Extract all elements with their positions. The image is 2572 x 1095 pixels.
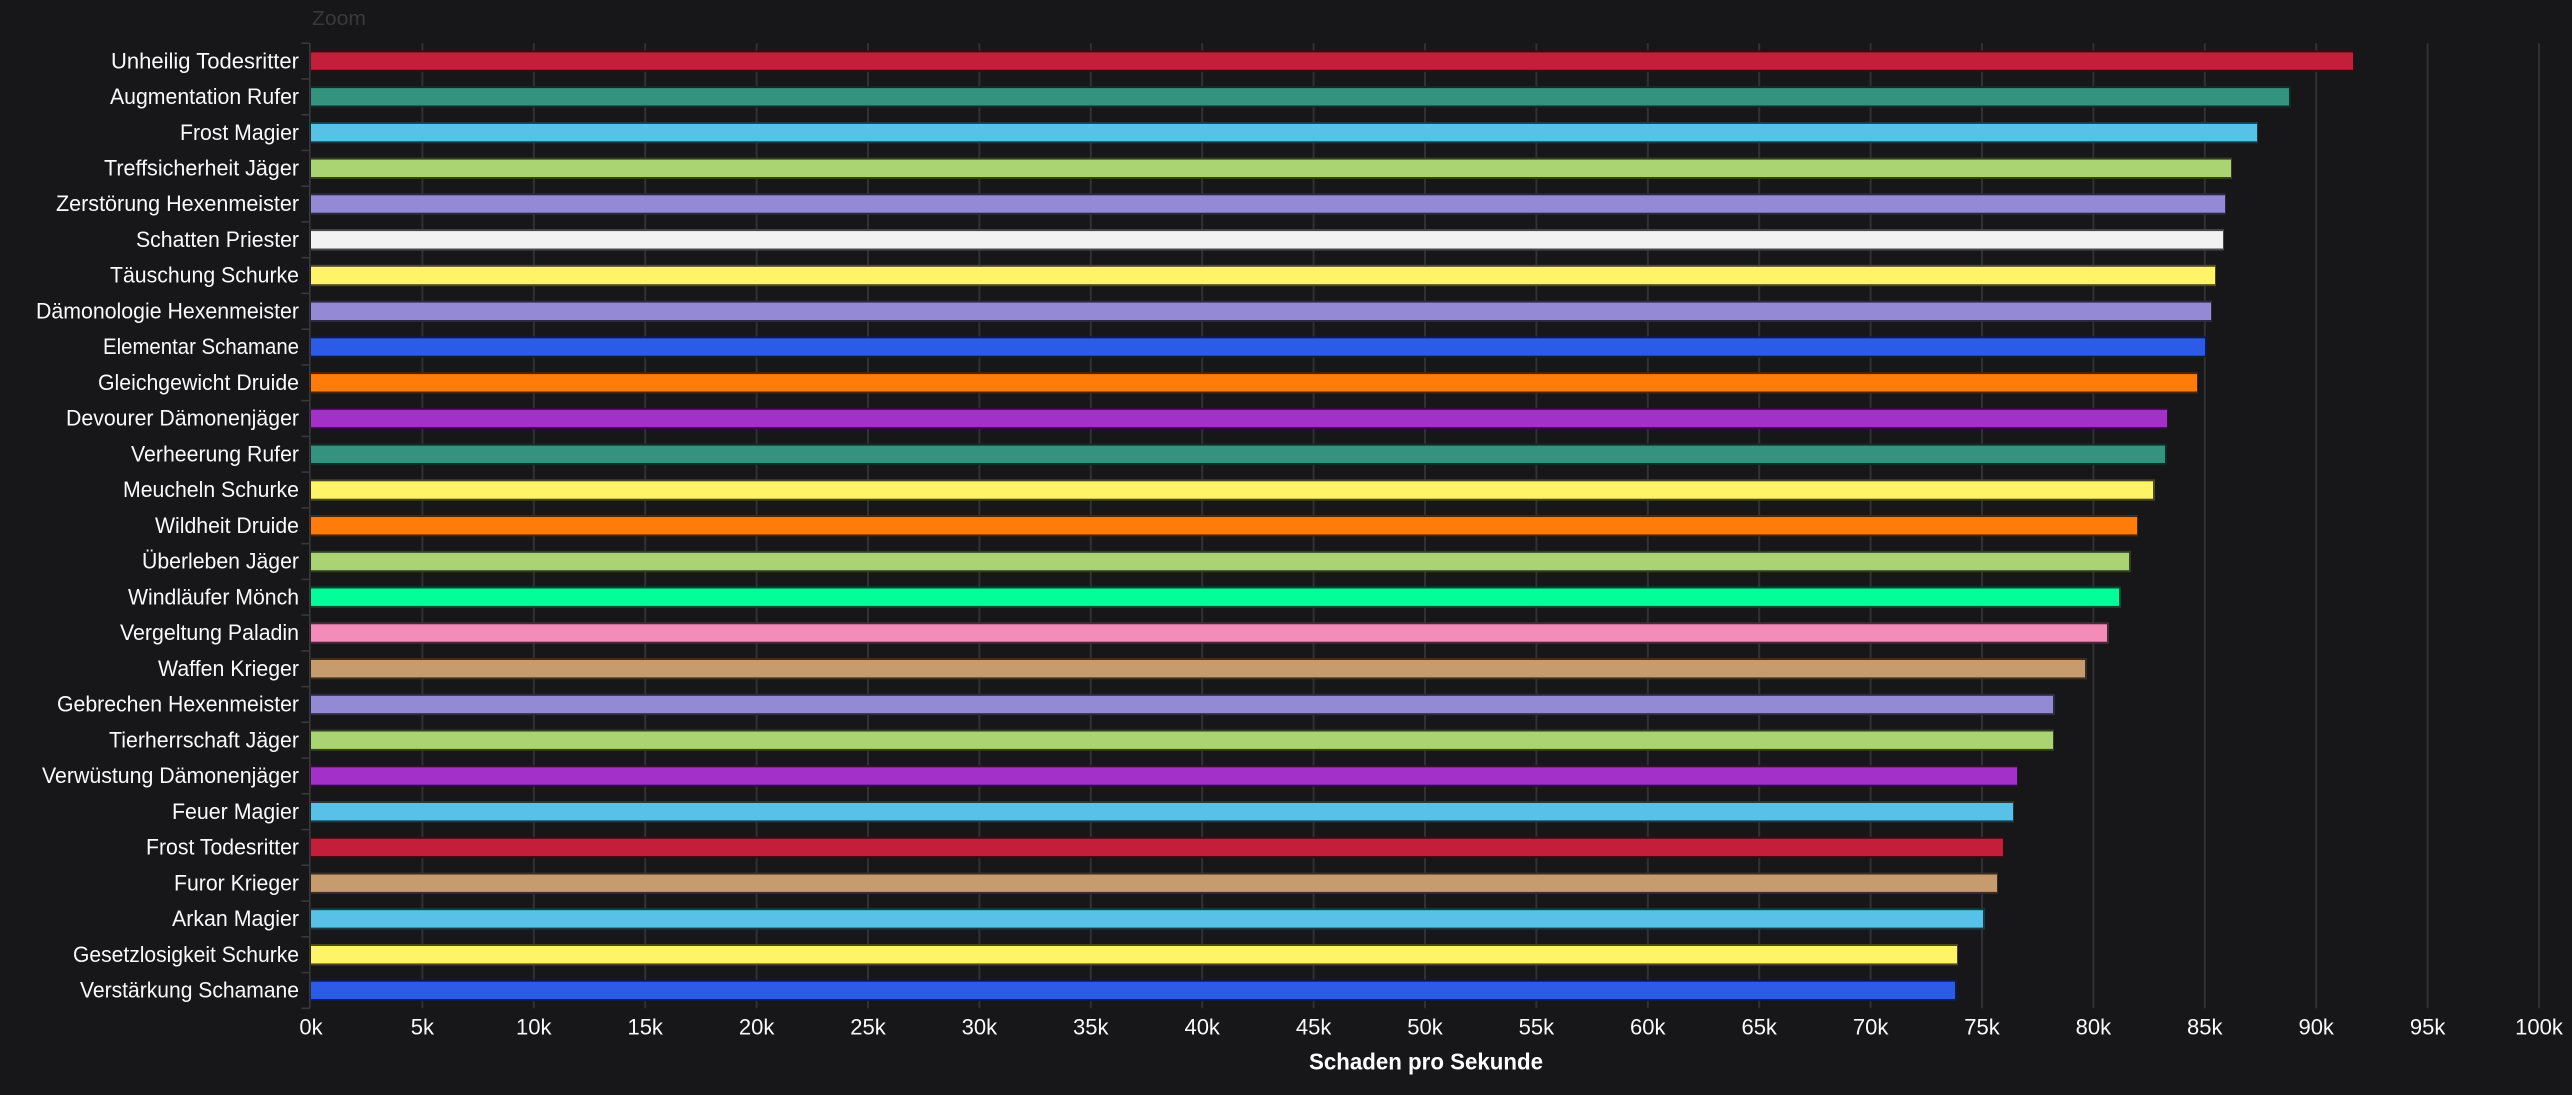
svg-text:Zoom: Zoom (312, 8, 366, 30)
svg-text:15k: 15k (627, 1015, 663, 1040)
svg-text:Windläufer Mönch: Windläufer Mönch (128, 584, 299, 609)
svg-text:Zerstörung Hexenmeister: Zerstörung Hexenmeister (56, 191, 299, 216)
svg-text:Devourer Dämonenjäger: Devourer Dämonenjäger (66, 406, 299, 431)
svg-text:Meucheln Schurke: Meucheln Schurke (123, 477, 299, 502)
svg-text:Gesetzlosigkeit Schurke: Gesetzlosigkeit Schurke (73, 942, 299, 967)
svg-text:Treffsicherheit Jäger: Treffsicherheit Jäger (104, 156, 299, 181)
svg-text:0k: 0k (299, 1015, 323, 1040)
svg-text:Schaden pro Sekunde: Schaden pro Sekunde (1309, 1048, 1543, 1074)
svg-text:35k: 35k (1073, 1015, 1109, 1040)
svg-text:80k: 80k (2076, 1015, 2112, 1040)
svg-text:Frost Magier: Frost Magier (180, 120, 299, 145)
svg-text:50k: 50k (1407, 1015, 1443, 1040)
svg-text:Elementar Schamane: Elementar Schamane (103, 334, 299, 359)
svg-text:70k: 70k (1853, 1015, 1889, 1040)
svg-text:Tierherrschaft Jäger: Tierherrschaft Jäger (109, 727, 299, 752)
svg-text:40k: 40k (1184, 1015, 1220, 1040)
svg-text:100k: 100k (2515, 1015, 2564, 1040)
svg-text:45k: 45k (1296, 1015, 1332, 1040)
svg-text:Verwüstung Dämonenjäger: Verwüstung Dämonenjäger (42, 763, 299, 788)
svg-text:55k: 55k (1519, 1015, 1555, 1040)
svg-text:85k: 85k (2187, 1015, 2223, 1040)
svg-text:Waffen Krieger: Waffen Krieger (158, 656, 299, 681)
svg-text:Wildheit Druide: Wildheit Druide (155, 513, 299, 538)
svg-text:5k: 5k (411, 1015, 435, 1040)
svg-text:Frost Todesritter: Frost Todesritter (146, 835, 299, 860)
svg-text:Täuschung Schurke: Täuschung Schurke (110, 263, 299, 288)
svg-text:Unheilig Todesritter: Unheilig Todesritter (111, 48, 299, 73)
svg-text:Überleben Jäger: Überleben Jäger (142, 549, 299, 574)
svg-text:25k: 25k (850, 1015, 886, 1040)
svg-text:Verheerung Rufer: Verheerung Rufer (131, 442, 299, 467)
svg-text:Feuer Magier: Feuer Magier (172, 799, 299, 824)
svg-text:Dämonologie Hexenmeister: Dämonologie Hexenmeister (36, 299, 299, 324)
svg-text:20k: 20k (739, 1015, 775, 1040)
svg-text:Schatten Priester: Schatten Priester (136, 227, 299, 252)
svg-text:10k: 10k (516, 1015, 552, 1040)
svg-text:Gebrechen Hexenmeister: Gebrechen Hexenmeister (57, 692, 299, 717)
svg-text:Arkan Magier: Arkan Magier (172, 906, 299, 931)
svg-text:60k: 60k (1630, 1015, 1666, 1040)
svg-text:95k: 95k (2410, 1015, 2446, 1040)
svg-text:Vergeltung Paladin: Vergeltung Paladin (120, 620, 299, 645)
svg-text:65k: 65k (1741, 1015, 1777, 1040)
svg-text:Verstärkung Schamane: Verstärkung Schamane (80, 978, 299, 1003)
svg-text:75k: 75k (1964, 1015, 2000, 1040)
svg-text:Gleichgewicht Druide: Gleichgewicht Druide (98, 370, 299, 395)
svg-text:Furor Krieger: Furor Krieger (174, 870, 299, 895)
svg-text:Augmentation Rufer: Augmentation Rufer (110, 84, 299, 109)
svg-text:30k: 30k (962, 1015, 998, 1040)
svg-text:90k: 90k (2298, 1015, 2334, 1040)
